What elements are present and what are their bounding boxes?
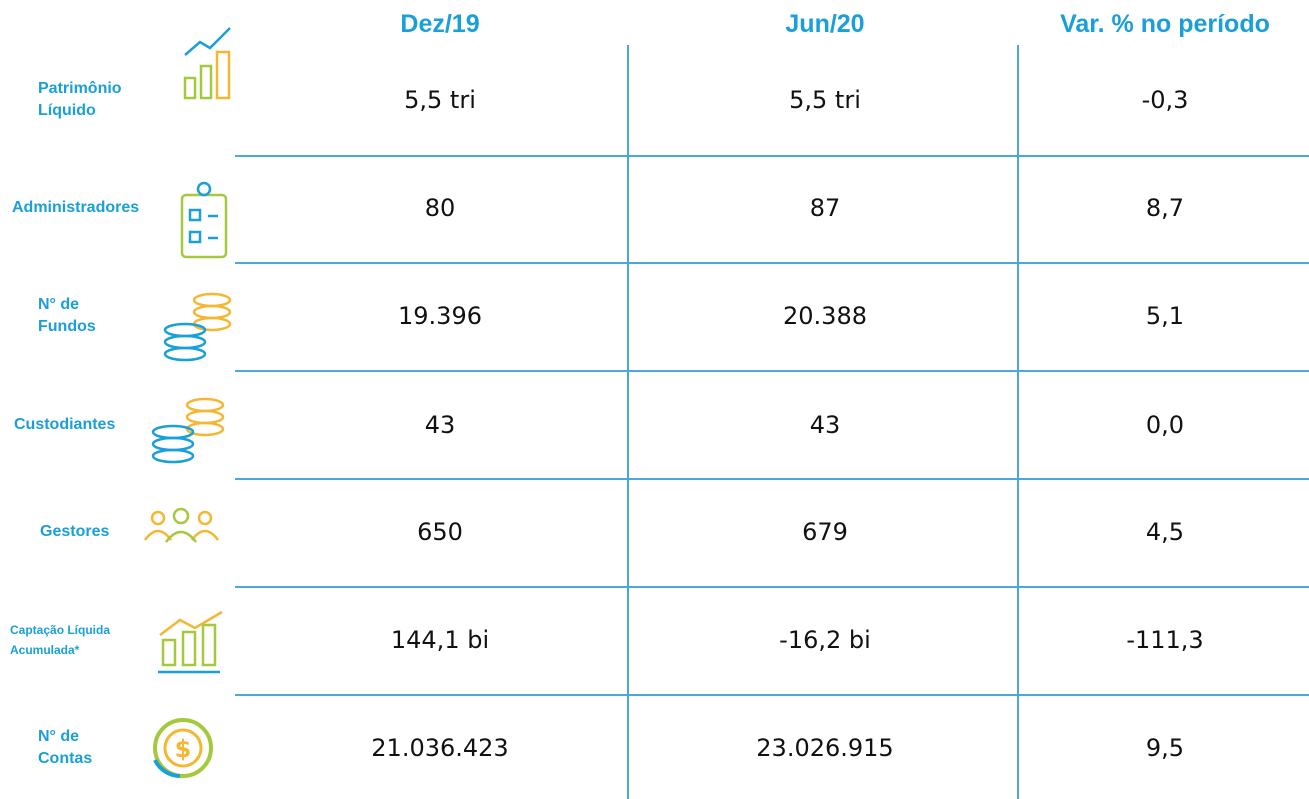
row-label: Administradores [12, 199, 140, 216]
cell-value: 5,5 tri [789, 86, 861, 114]
cell-value: 43 [809, 411, 841, 439]
growth-icon [158, 610, 223, 674]
row-divider [235, 262, 1309, 264]
cell-value: 23.026.915 [756, 734, 894, 762]
cell-value: 87 [809, 194, 841, 222]
cell-value: 5,5 tri [404, 86, 476, 114]
cell-value: 650 [417, 518, 463, 546]
cell-value: 43 [424, 411, 456, 439]
row-divider [235, 155, 1309, 157]
column-divider [627, 45, 629, 799]
column-header: Var. % no período [1060, 10, 1270, 38]
cell-value: 8,7 [1145, 194, 1185, 222]
column-divider [1017, 45, 1019, 799]
column-header: Jun/20 [785, 10, 865, 38]
column-header: Dez/19 [400, 10, 480, 38]
cell-value: 9,5 [1145, 734, 1185, 762]
coins-icon [163, 292, 232, 362]
row-label: N° de Fundos [38, 296, 96, 335]
row-label: Captação Líquida Acumulada* [10, 623, 111, 657]
row-label: N° de Contas [38, 728, 93, 767]
row-divider [235, 586, 1309, 588]
cell-value: 4,5 [1145, 518, 1185, 546]
clipboard-icon [180, 181, 228, 259]
cell-value: 5,1 [1145, 302, 1185, 330]
cell-value: 19.396 [398, 302, 482, 330]
row-divider [235, 694, 1309, 696]
dollar-icon: $ [153, 718, 213, 778]
cell-value: -16,2 bi [779, 626, 871, 654]
row-label: Patrimônio Líquido [38, 80, 122, 119]
chart-icon [183, 27, 231, 100]
cell-value: 80 [424, 194, 456, 222]
row-divider [235, 478, 1309, 480]
cell-value: 20.388 [783, 302, 867, 330]
cell-value: -111,3 [1126, 626, 1204, 654]
row-label: Custodiantes [14, 416, 116, 433]
svg-text:$: $ [175, 735, 192, 763]
cell-value: 0,0 [1145, 411, 1185, 439]
coins-icon [151, 397, 225, 464]
row-label: Gestores [40, 523, 110, 540]
cell-value: 144,1 bi [390, 626, 490, 654]
cell-value: 679 [802, 518, 848, 546]
cell-value: 21.036.423 [371, 734, 509, 762]
row-divider [235, 370, 1309, 372]
cell-value: -0,3 [1141, 86, 1189, 114]
people-icon [143, 507, 220, 543]
